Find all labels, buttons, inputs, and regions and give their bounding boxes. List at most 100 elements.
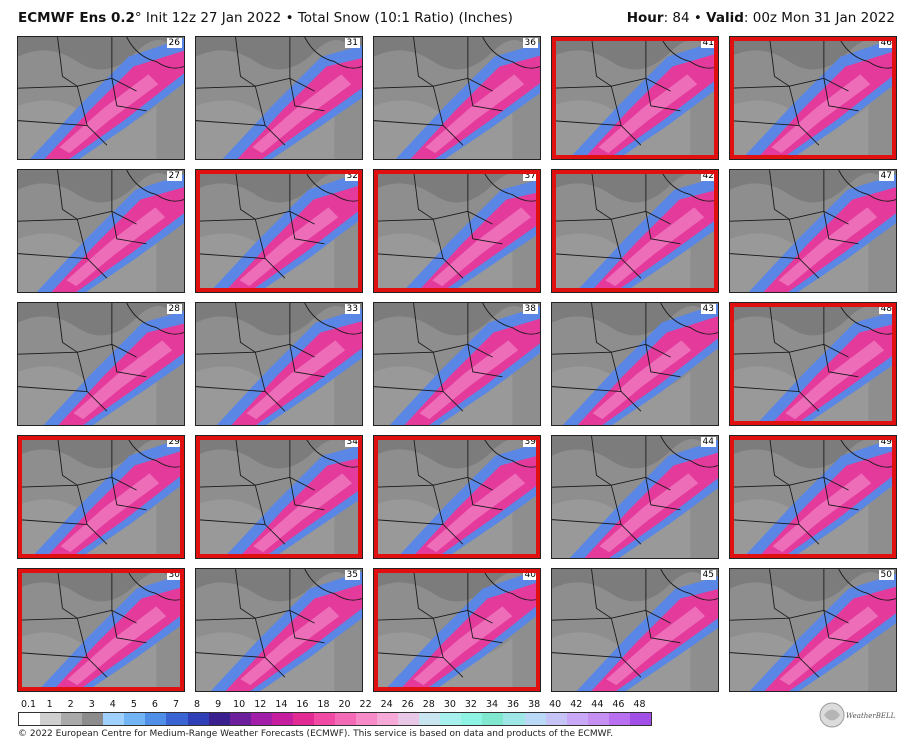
snowfall-map [374, 37, 540, 159]
member-number: 37 [522, 171, 538, 181]
colorbar-tick-label: 20 [338, 699, 351, 710]
colorbar-swatch [377, 713, 399, 725]
ensemble-member-panel: 30 [17, 568, 185, 692]
colorbar-tick-label: 14 [275, 699, 288, 710]
colorbar-swatch [61, 713, 83, 725]
colorbar-tick-label: 32 [464, 699, 477, 710]
colorbar-swatch [208, 713, 230, 725]
header: ECMWF Ens 0.2° Init 12z 27 Jan 2022 • To… [0, 0, 913, 34]
snowfall-map [196, 37, 362, 159]
member-number: 46 [878, 38, 894, 48]
member-number: 31 [344, 38, 360, 48]
colorbar-swatch [103, 713, 125, 725]
colorbar-swatch [440, 713, 462, 725]
ensemble-member-panel: 28 [17, 302, 185, 426]
snowfall-map [18, 170, 184, 292]
colorbar-swatch [398, 713, 420, 725]
colorbar-swatch [145, 713, 167, 725]
snowfall-map [730, 170, 896, 292]
member-number: 44 [700, 437, 716, 447]
colorbar-swatch [19, 713, 41, 725]
colorbar-tick-label: 28 [422, 699, 435, 710]
member-number: 29 [166, 437, 182, 447]
member-number: 26 [166, 38, 182, 48]
member-number: 40 [522, 570, 538, 580]
ensemble-member-panel: 49 [729, 435, 897, 559]
product-name: Total Snow (10:1 Ratio) (Inches) [297, 10, 513, 26]
colorbar-swatch [292, 713, 314, 725]
snowfall-map [374, 436, 540, 558]
snowfall-map [552, 436, 718, 558]
snowfall-map [730, 303, 896, 425]
colorbar-swatch [461, 713, 483, 725]
colorbar-tick-label: 3 [88, 699, 95, 710]
colorbar-tick-label: 2 [67, 699, 74, 710]
colorbar-tick-label: 46 [612, 699, 625, 710]
colorbar-swatch [271, 713, 293, 725]
colorbar-tick-label: 40 [549, 699, 562, 710]
member-number: 45 [700, 570, 716, 580]
colorbar-tick-label: 36 [507, 699, 520, 710]
ensemble-member-panel: 41 [551, 36, 719, 160]
ensemble-member-panel: 48 [729, 302, 897, 426]
colorbar-tick-label: 30 [443, 699, 456, 710]
colorbar-swatch [40, 713, 62, 725]
colorbar-swatch [166, 713, 188, 725]
valid-value: 00z Mon 31 Jan 2022 [752, 10, 895, 26]
init-time: Init 12z 27 Jan 2022 [145, 10, 282, 26]
colorbar-tick-label: 48 [633, 699, 646, 710]
ensemble-member-panel: 33 [195, 302, 363, 426]
colorbar-swatch [187, 713, 209, 725]
member-number: 32 [344, 171, 360, 181]
snowfall-map [374, 170, 540, 292]
colorbar-swatch [503, 713, 525, 725]
degree-symbol: ° [134, 10, 142, 26]
model-name: ECMWF Ens 0.2 [18, 10, 135, 26]
colorbar-tick-label: 4 [109, 699, 116, 710]
colorbar-labels: 0.1 1 2 3 4 5 6 7 8 9 10 12 14 16 18 20 22 24 26 28 30 32 34 36… [18, 699, 650, 711]
colorbar-tick-label: 7 [172, 699, 180, 710]
member-number: 47 [878, 171, 894, 181]
bullet: • [285, 10, 294, 26]
hour-label: Hour [626, 10, 664, 26]
member-number: 50 [878, 570, 894, 580]
colorbar-swatch [419, 713, 441, 725]
valid-label: Valid [706, 10, 744, 26]
member-number: 28 [166, 304, 182, 314]
colorbar-tick-label: 10 [233, 699, 246, 710]
colorbar-tick-label: 44 [591, 699, 604, 710]
colorbar-tick-label: 26 [401, 699, 414, 710]
colorbar-tick-label: 1 [46, 699, 53, 710]
snowfall-map [196, 170, 362, 292]
ensemble-member-panel: 34 [195, 435, 363, 559]
member-number: 49 [878, 437, 894, 447]
member-number: 39 [522, 437, 538, 447]
colorbar-tick-label: 5 [130, 699, 137, 710]
ensemble-member-panel: 31 [195, 36, 363, 160]
colorbar-swatch [356, 713, 378, 725]
logo-text: WeatherBELL [846, 712, 896, 720]
colorbar-tick-label: 9 [215, 699, 222, 710]
colorbar-tick-label: 6 [151, 699, 158, 710]
ensemble-member-panel: 27 [17, 169, 185, 293]
member-number: 41 [700, 38, 716, 48]
ensemble-member-panel: 46 [729, 36, 897, 160]
colorbar-swatch [82, 713, 104, 725]
snowfall-map [374, 303, 540, 425]
member-number: 30 [166, 570, 182, 580]
ensemble-member-panel: 35 [195, 568, 363, 692]
snowfall-map [730, 436, 896, 558]
snowfall-map [18, 436, 184, 558]
colorbar-swatch [545, 713, 567, 725]
colorbar-tick-label: 16 [296, 699, 309, 710]
snowfall-map [552, 569, 718, 691]
member-number: 34 [344, 437, 360, 447]
colorbar-tick-label: 12 [254, 699, 267, 710]
snowfall-map [18, 569, 184, 691]
colorbar-swatch [124, 713, 146, 725]
colorbar-swatch [229, 713, 251, 725]
colorbar-tick-label: 18 [317, 699, 330, 710]
ensemble-member-panel: 50 [729, 568, 897, 692]
copyright-footer: © 2022 European Centre for Medium-Range … [18, 729, 614, 739]
colorbar-swatch [313, 713, 335, 725]
